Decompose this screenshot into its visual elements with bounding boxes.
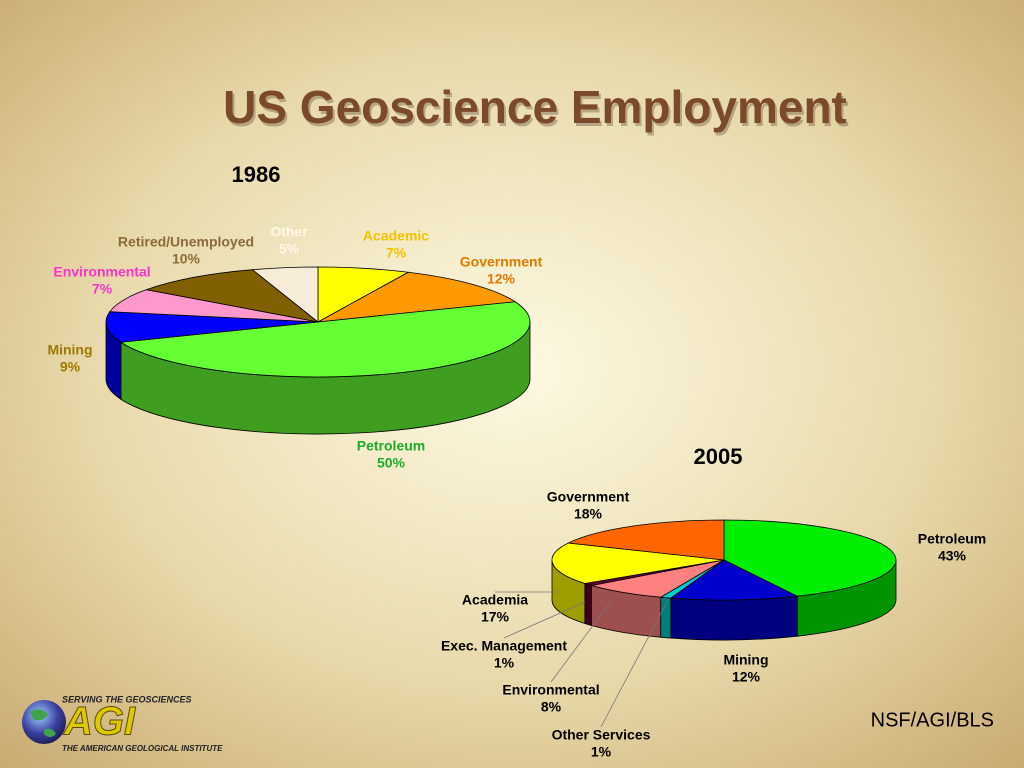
slice-label: Environmental xyxy=(53,264,150,280)
pie-slice xyxy=(105,311,319,343)
logo-bottom: THE AMERICAN GEOLOGICAL INSTITUTE xyxy=(62,744,223,753)
logo-top: SERVING THE GEOSCIENCES xyxy=(62,694,192,704)
slice-label: Mining xyxy=(723,652,768,668)
pie-slice xyxy=(669,559,799,601)
pie-slice xyxy=(723,519,897,597)
slice-value-label: 18% xyxy=(574,506,603,522)
slice-label: Petroleum xyxy=(918,531,986,547)
pie-side xyxy=(660,596,672,639)
title-shadow: US Geoscience Employment xyxy=(225,84,849,136)
slice-value-label: 43% xyxy=(938,548,967,564)
pie-slice xyxy=(551,542,725,584)
pies: Academic7%Government12%Petroleum50%Minin… xyxy=(47,224,986,760)
slice-value-label: 10% xyxy=(172,251,201,267)
pie-slice xyxy=(144,269,319,323)
chart-title: 2005 xyxy=(694,444,743,469)
slice-label: Academic xyxy=(363,228,429,244)
leader-line xyxy=(600,599,669,728)
slice-label: Environmental xyxy=(502,682,599,698)
logo-globe xyxy=(22,700,66,744)
chart-title: 1986 xyxy=(232,162,281,187)
slice-label: Government xyxy=(460,254,543,270)
pie-slice xyxy=(566,519,725,561)
slice-label: Petroleum xyxy=(357,438,425,454)
slice-label: Retired/Unemployed xyxy=(118,234,254,250)
slice-value-label: 7% xyxy=(92,281,113,297)
slice-value-label: 17% xyxy=(481,609,510,625)
slice-value-label: 8% xyxy=(541,699,562,715)
slice-label: Other xyxy=(270,224,308,240)
slice-value-label: 50% xyxy=(377,455,406,471)
slice-label: Other Services xyxy=(552,727,651,743)
logo-land xyxy=(30,709,56,737)
slice-value-label: 7% xyxy=(386,245,407,261)
leader-line xyxy=(503,601,586,639)
slice-value-label: 12% xyxy=(732,669,761,685)
slice-label: Academia xyxy=(462,592,528,608)
slice-label: Government xyxy=(547,489,630,505)
slice-label: Exec. Management xyxy=(441,638,567,654)
leader-line xyxy=(550,599,613,683)
slice-value-label: 9% xyxy=(60,359,81,375)
slide-title: US Geoscience Employment xyxy=(223,81,847,133)
slice-value-label: 1% xyxy=(591,744,612,760)
pie-slice xyxy=(119,301,531,378)
pie-side xyxy=(670,595,798,641)
slice-value-label: 12% xyxy=(487,271,516,287)
pie-slice xyxy=(317,271,517,323)
pie-side xyxy=(584,582,592,627)
logo-name: AGI xyxy=(63,700,136,744)
slice-label: Mining xyxy=(47,342,92,358)
source: NSF/AGI/BLS xyxy=(871,709,994,731)
slice-value-label: 5% xyxy=(279,241,300,257)
pie-slice xyxy=(251,266,319,323)
slice-value-label: 1% xyxy=(494,655,515,671)
logo: SERVING THE GEOSCIENCES AGI THE AMERICAN… xyxy=(22,694,223,753)
